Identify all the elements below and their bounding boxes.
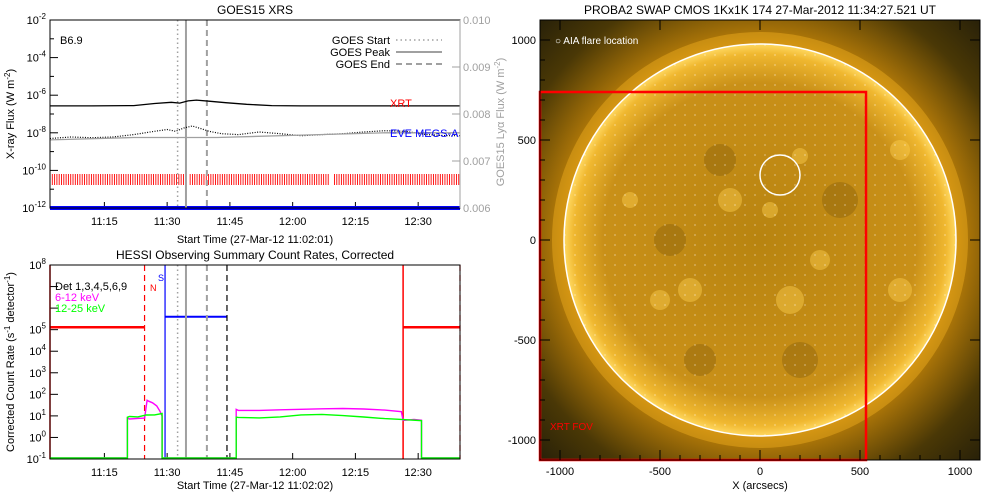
y-tick-label: 108 (29, 257, 46, 272)
y-tick-label: -500 (514, 335, 536, 347)
swap-title: PROBA2 SWAP CMOS 1Kx1K 174 27-Mar-2012 1… (584, 3, 937, 17)
y-right-tick-label: 0.007 (463, 156, 491, 168)
hessi-plot-frame (49, 264, 461, 460)
eve-annotation: EVE MEGS-A (390, 128, 459, 140)
aia-legend-label: AIA flare location (563, 36, 638, 47)
heliographic-grid (564, 44, 956, 436)
aia-flare-circle (759, 154, 801, 196)
x-tick-label: 11:45 (217, 216, 244, 228)
x-tick-label: 500 (851, 466, 869, 478)
aia-legend: ○ AIA flare location (555, 36, 638, 47)
y-tick-label: 500 (518, 135, 536, 147)
x-tick-label: -500 (649, 466, 671, 478)
xrt-annotation: XRT (390, 98, 412, 110)
y-right-tick-label: 0.010 (463, 15, 491, 27)
y-tick-label: 104 (29, 343, 46, 358)
y-tick-label: 105 (29, 322, 46, 337)
swap-image-panel: PROBA2 SWAP CMOS 1Kx1K 174 27-Mar-2012 1… (508, 3, 981, 492)
x-tick-label: 11:15 (91, 216, 118, 228)
legend-12-25kev: 12-25 keV (55, 303, 106, 315)
x-tick-label: 12:15 (342, 216, 370, 228)
goes-series-2 (49, 132, 460, 141)
legend-6-12kev: 6-12 keV (55, 292, 100, 304)
y-tick-label: 10-10 (22, 162, 46, 177)
goes-series-1 (49, 125, 460, 140)
x-tick-label: 11:30 (154, 467, 181, 479)
hessi-series-6-12-keV (50, 399, 460, 459)
saa-label: S (158, 273, 164, 283)
y-right-tick-label: 0.006 (463, 203, 491, 215)
y-tick-label: 102 (29, 386, 46, 401)
y-tick-label: 10-1 (27, 451, 47, 466)
hessi-ylabel: Corrected Count Rate (s-1 detector-1) (3, 272, 17, 452)
y-tick-label: 0 (530, 235, 536, 247)
legend-goes-peak: GOES Peak (330, 47, 390, 59)
hessi-xlabel: Start Time (27-Mar-12 11:02:02) (177, 480, 333, 492)
y-tick-label: 10-8 (27, 125, 47, 140)
x-tick-label: 12:00 (279, 216, 307, 228)
goes-ylabel-right: GOES15 Lyα Flux (W m-2) (493, 58, 507, 187)
goes-series-0 (50, 99, 460, 107)
y-tick-label: 10-2 (27, 12, 47, 27)
legend-detectors: Det 1,3,4,5,6,9 (55, 281, 127, 293)
x-tick-label: 12:15 (342, 467, 370, 479)
night-label: N (150, 283, 157, 293)
y-tick-label: 100 (29, 429, 46, 444)
y-tick-label: 10-6 (27, 87, 47, 102)
y-right-tick-label: 0.009 (463, 62, 491, 74)
goes-title: GOES15 XRS (217, 3, 293, 17)
x-tick-label: 12:30 (404, 467, 432, 479)
y-tick-label: 1000 (512, 35, 536, 47)
xrt-fov-label: XRT FOV (550, 422, 593, 433)
x-tick-label: 12:30 (404, 216, 432, 228)
y-tick-label: 10-4 (27, 50, 47, 65)
swap-xlabel: X (arcsecs) (732, 480, 788, 492)
x-tick-label: 11:30 (154, 216, 181, 228)
x-tick-label: 12:00 (279, 467, 307, 479)
goes-ylabel: X-ray Flux (W m-2) (3, 69, 17, 159)
swap-frame (539, 19, 981, 461)
y-tick-label: 101 (29, 408, 46, 423)
hessi-panel: HESSI Observing Summary Count Rates, Cor… (3, 248, 461, 492)
x-tick-label: 11:15 (91, 467, 118, 479)
x-tick-label: -1000 (546, 466, 574, 478)
x-tick-label: 11:45 (217, 467, 244, 479)
y-tick-label: 103 (29, 365, 46, 380)
hessi-series-12-25-keV (50, 412, 460, 459)
legend-goes-start: GOES Start (332, 35, 390, 47)
legend-goes-end: GOES End (336, 59, 390, 71)
goes-xlabel: Start Time (27-Mar-12 11:02:01) (177, 234, 333, 246)
y-tick-label: 10-12 (22, 200, 46, 215)
x-tick-label: 1000 (948, 466, 972, 478)
x-tick-label: 0 (757, 466, 763, 478)
goes-xrs-panel: GOES15 XRS 11:15 11:30 11:45 12:00 12:15 12:3… (3, 3, 507, 246)
goes-class-label: B6.9 (60, 35, 83, 47)
solar-limb (563, 43, 957, 437)
hessi-title: HESSI Observing Summary Count Rates, Cor… (116, 248, 394, 262)
y-tick-label: -1000 (508, 435, 536, 447)
y-right-tick-label: 0.008 (463, 109, 491, 121)
